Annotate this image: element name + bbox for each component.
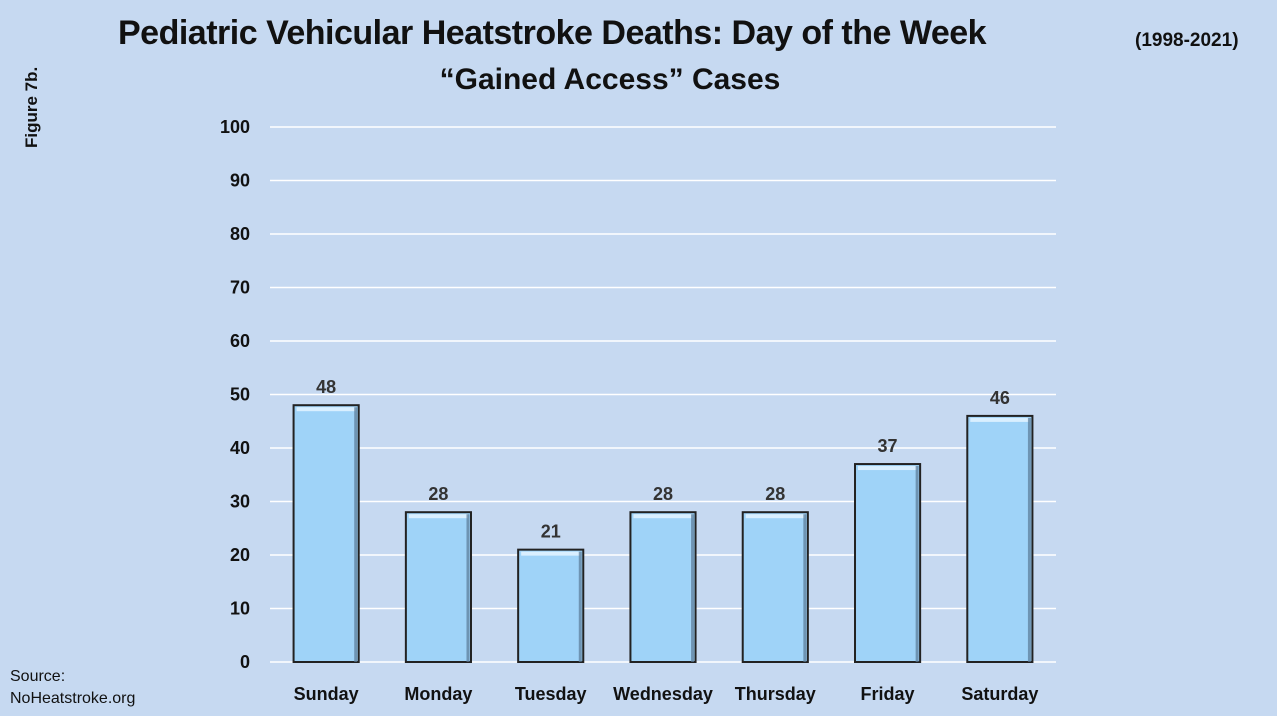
bar-highlight — [858, 466, 918, 471]
bars: 48 28 21 28 28 37 46 — [292, 377, 1034, 664]
data-label: 28 — [765, 484, 785, 504]
y-tick-label: 20 — [230, 545, 250, 565]
y-tick-label: 50 — [230, 385, 250, 405]
y-tick-label: 30 — [230, 492, 250, 512]
bar-thursday — [741, 511, 809, 664]
x-tick-label: Saturday — [961, 684, 1038, 704]
bar-highlight — [633, 514, 693, 519]
source-label: Source: — [10, 668, 66, 685]
data-label: 37 — [878, 436, 898, 456]
bar-highlight — [296, 407, 356, 412]
bar-sunday — [292, 404, 360, 663]
y-tick-label: 10 — [230, 599, 250, 619]
y-tick-label: 0 — [240, 652, 250, 672]
x-axis-ticks: Sunday Monday Tuesday Wednesday Thursday Frid… — [294, 684, 1039, 704]
data-label: 21 — [541, 522, 561, 542]
bar-friday — [854, 463, 922, 663]
x-tick-label: Tuesday — [515, 684, 587, 704]
y-tick-label: 60 — [230, 331, 250, 351]
bar-highlight — [521, 551, 581, 556]
bar-saturday — [966, 414, 1034, 663]
y-axis-ticks: 0 10 20 30 40 50 60 70 80 90 100 — [220, 117, 250, 672]
bar-wednesday — [629, 511, 697, 664]
x-tick-label: Sunday — [294, 684, 359, 704]
source-site: NoHeatstroke.org — [10, 690, 136, 707]
y-tick-label: 100 — [220, 117, 250, 137]
data-label: 28 — [653, 484, 673, 504]
x-tick-label: Friday — [861, 684, 915, 704]
x-tick-label: Thursday — [735, 684, 816, 704]
chart-year-range: (1998-2021) — [1135, 30, 1239, 51]
x-tick-label: Wednesday — [613, 684, 713, 704]
bar-highlight — [745, 514, 805, 519]
chart-title: Pediatric Vehicular Heatstroke Deaths: D… — [118, 14, 987, 52]
bar-highlight — [408, 514, 468, 519]
y-tick-label: 40 — [230, 438, 250, 458]
x-tick-label: Monday — [404, 684, 472, 704]
bar-monday — [404, 511, 472, 664]
y-tick-label: 70 — [230, 278, 250, 298]
data-label: 46 — [990, 388, 1010, 408]
y-tick-label: 90 — [230, 171, 250, 191]
chart-subtitle: “Gained Access” Cases — [439, 63, 781, 96]
data-label: 48 — [316, 377, 336, 397]
source-note: Source: NoHeatstroke.org — [10, 666, 135, 710]
bar-tuesday — [517, 548, 585, 664]
data-label: 28 — [428, 484, 448, 504]
bar-highlight — [970, 417, 1030, 422]
y-tick-label: 80 — [230, 224, 250, 244]
